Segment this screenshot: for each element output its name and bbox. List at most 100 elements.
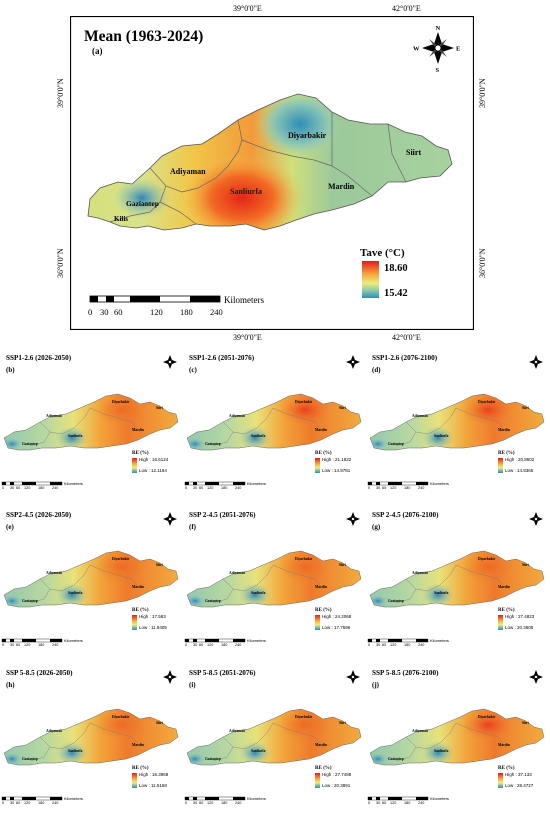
- scenario-panel: SSP 5-8.5 (2076-2100) (j) Diyarbakir Siirt A…: [366, 667, 549, 817]
- province-label: Diyarbakir: [478, 557, 496, 561]
- panel-label: (h): [6, 681, 15, 689]
- scale-tick: 120: [24, 486, 31, 490]
- province-label: Gaziantep: [22, 757, 38, 761]
- scale-tick: 240: [235, 801, 242, 805]
- legend-colorbar: [315, 773, 320, 788]
- compass-icon: [346, 670, 360, 684]
- svg-text:60: 60: [114, 307, 123, 317]
- compass-icon: [529, 355, 543, 369]
- legend-title: Tave (°C): [360, 247, 405, 259]
- province-label: Siirt: [522, 406, 529, 410]
- province-label: Gaziantep: [205, 599, 221, 603]
- scale-tick: 30: [376, 643, 381, 647]
- scale-unit: Kilometers: [64, 796, 83, 801]
- province-label: Adiyaman: [229, 571, 245, 575]
- province-label: Adiyaman: [46, 414, 62, 418]
- svg-text:30: 30: [100, 307, 109, 317]
- province-label: Sanliurfa: [251, 591, 266, 595]
- province-label: Diyarbakir: [112, 557, 130, 561]
- scale-tick: 30: [193, 486, 198, 490]
- legend-high: High : 37.133: [505, 772, 532, 777]
- province-label: Diyarbakir: [112, 400, 130, 404]
- scale-tick: 240: [235, 486, 242, 490]
- legend-title: RE (%): [498, 766, 515, 771]
- scale-unit: Kilometers: [430, 796, 449, 801]
- province-label: Mardin: [132, 743, 144, 747]
- panel-map: [367, 670, 545, 801]
- legend-title: RE (%): [315, 608, 332, 613]
- province-label: Diyarbakir: [288, 131, 327, 140]
- scale-tick: 60: [16, 486, 21, 490]
- province-label: Sanliurfa: [434, 434, 449, 438]
- legend-high: High : 27.4823: [505, 614, 535, 619]
- compass-icon: [346, 512, 360, 526]
- scale-tick: 120: [390, 643, 397, 647]
- compass-icon: [163, 512, 177, 526]
- panel-title: SSP 5-8.5 (2026-2050): [6, 669, 73, 677]
- province-label: Sanliurfa: [434, 591, 449, 595]
- province-label: Mardin: [132, 585, 144, 589]
- panel-map: [184, 670, 362, 801]
- province-label: Sanliurfa: [251, 434, 266, 438]
- province-label: Siirt: [406, 148, 421, 157]
- province-label: Sanliurfa: [68, 591, 83, 595]
- main-label: (a): [92, 46, 103, 56]
- coord-right-bottom: 36°0'0"N: [478, 248, 487, 278]
- scale-unit: Kilometers: [430, 638, 449, 643]
- legend-high: High : 17.583: [139, 614, 166, 619]
- scale-tick: 60: [199, 643, 204, 647]
- scale-tick: 120: [24, 643, 31, 647]
- panel-title: SSP2-4.5 (2026-2050): [6, 511, 72, 519]
- scale-tick: 60: [382, 486, 387, 490]
- compass-icon: [529, 512, 543, 526]
- legend-high: High : 16.6124: [139, 457, 169, 462]
- scale-tick: 30: [376, 801, 381, 805]
- legend-low: 15.42: [384, 288, 408, 299]
- scale-tick: 240: [235, 643, 242, 647]
- province-label: Siirt: [522, 721, 529, 725]
- panel-map: [1, 355, 179, 486]
- province-label: Diyarbakir: [112, 715, 130, 719]
- scale-tick: 60: [16, 801, 21, 805]
- province-label: Adiyaman: [412, 571, 428, 575]
- province-label: Adiyaman: [412, 414, 428, 418]
- scale-tick: 120: [207, 486, 214, 490]
- province-label: Diyarbakir: [478, 715, 496, 719]
- province-label: Mardin: [315, 428, 327, 432]
- main-map-panel: 39°0'0"E 42°0'0"E 39°0'0"E 42°0'0"E 39°0…: [0, 0, 550, 345]
- legend-low: Low : 14.8365: [505, 468, 534, 473]
- legend-high: High : 16.3968: [139, 772, 169, 777]
- coord-left-bottom: 36°0'0"N: [56, 248, 65, 278]
- legend-low: Low : 20.3891: [322, 783, 351, 788]
- province-label: Mardin: [498, 585, 510, 589]
- scale-tick: 0: [185, 801, 188, 805]
- legend-high: High : 27.7488: [322, 772, 352, 777]
- compass-icon: [346, 355, 360, 369]
- province-label: Diyarbakir: [295, 400, 313, 404]
- scale-tick: 0: [185, 643, 188, 647]
- scale-tick: 60: [199, 486, 204, 490]
- legend-colorbar: [132, 773, 137, 788]
- scale-tick: 240: [418, 801, 425, 805]
- legend-title: RE (%): [315, 766, 332, 771]
- panel-map: [1, 512, 179, 643]
- panel-title: SSP1-2.6 (2051-2076): [189, 354, 255, 362]
- scale-tick: 0: [2, 643, 5, 647]
- legend-colorbar: [315, 615, 320, 630]
- scale-tick: 30: [193, 801, 198, 805]
- legend-low: Low : 17.7596: [322, 625, 351, 630]
- compass-icon: [163, 670, 177, 684]
- legend-low: Low : 12.1164: [139, 468, 167, 473]
- legend-title: RE (%): [498, 451, 515, 456]
- svg-text:120: 120: [150, 307, 163, 317]
- scale-tick: 240: [418, 486, 425, 490]
- scale-unit: Kilometers: [247, 796, 266, 801]
- svg-text:Kilometers: Kilometers: [224, 295, 264, 305]
- scale-tick: 120: [390, 486, 397, 490]
- compass-icon: [163, 355, 177, 369]
- scenario-panel: SSP1-2.6 (2051-2076) (c) Diyarbakir Siirt Ad…: [183, 352, 366, 502]
- province-label: Siirt: [156, 563, 163, 567]
- scenario-panel: SSP2-4.5 (2026-2050) (e) Diyarbakir Siirt Ad…: [0, 509, 183, 659]
- scenario-panel: SSP1-2.6 (2076-2100) (d) Diyarbakir Siirt Ad…: [366, 352, 549, 502]
- scale-tick: 180: [221, 486, 228, 490]
